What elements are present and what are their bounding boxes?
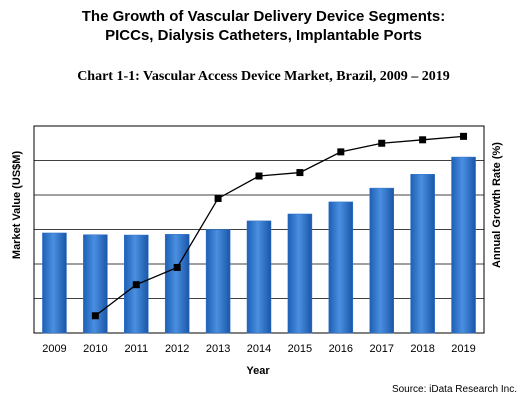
growth-line bbox=[94, 135, 464, 317]
x-tick-labels: 2009 2010 2011 2012 2013 2014 2015 2016 2017 2018… bbox=[42, 343, 476, 355]
growth-point-2012 bbox=[173, 263, 181, 271]
y2-axis-title: Annual Growth Rate (%) bbox=[491, 142, 503, 268]
growth-point-2011 bbox=[132, 281, 140, 289]
bar-2019 bbox=[451, 156, 476, 334]
x-axis-title: Year bbox=[246, 365, 270, 377]
x-tick-label: 2016 bbox=[329, 343, 353, 355]
x-tick-label: 2019 bbox=[451, 343, 475, 355]
growth-point-2018 bbox=[419, 136, 427, 144]
y-axis-title: Market Value (US$M) bbox=[11, 151, 23, 260]
growth-point-2015 bbox=[296, 169, 304, 177]
x-tick-label: 2010 bbox=[83, 343, 107, 355]
bar-2016 bbox=[328, 201, 354, 334]
bar-2012 bbox=[164, 234, 190, 334]
bar-2014 bbox=[246, 220, 272, 334]
bar-2015 bbox=[287, 213, 313, 334]
bar-2017 bbox=[369, 187, 394, 334]
growth-point-2019 bbox=[460, 132, 468, 140]
bar-2009 bbox=[42, 232, 67, 334]
growth-point-2013 bbox=[214, 194, 222, 202]
growth-line-series bbox=[91, 132, 468, 320]
x-tick-label: 2009 bbox=[42, 343, 66, 355]
growth-point-2016 bbox=[337, 148, 345, 156]
growth-point-2010 bbox=[91, 312, 99, 320]
x-tick-label: 2011 bbox=[124, 343, 148, 355]
x-tick-label: 2015 bbox=[288, 343, 312, 355]
growth-point-2017 bbox=[378, 139, 386, 147]
source-note: Source: iData Research Inc. bbox=[391, 384, 517, 395]
growth-point-2014 bbox=[255, 172, 263, 180]
x-tick-label: 2018 bbox=[410, 343, 434, 355]
x-tick-label: 2017 bbox=[369, 343, 393, 355]
main-title-line-2: PICCs, Dialysis Catheters, Implantable P… bbox=[105, 27, 422, 44]
x-tick-label: 2014 bbox=[247, 343, 271, 355]
x-tick-label: 2012 bbox=[165, 343, 189, 355]
x-tick-label: 2013 bbox=[206, 343, 230, 355]
chart-title: Chart 1-1: Vascular Access Device Market… bbox=[77, 69, 450, 84]
main-title-line-1: The Growth of Vascular Delivery Device S… bbox=[81, 8, 446, 25]
bar-2018 bbox=[410, 174, 435, 334]
bar-2013 bbox=[205, 229, 231, 334]
